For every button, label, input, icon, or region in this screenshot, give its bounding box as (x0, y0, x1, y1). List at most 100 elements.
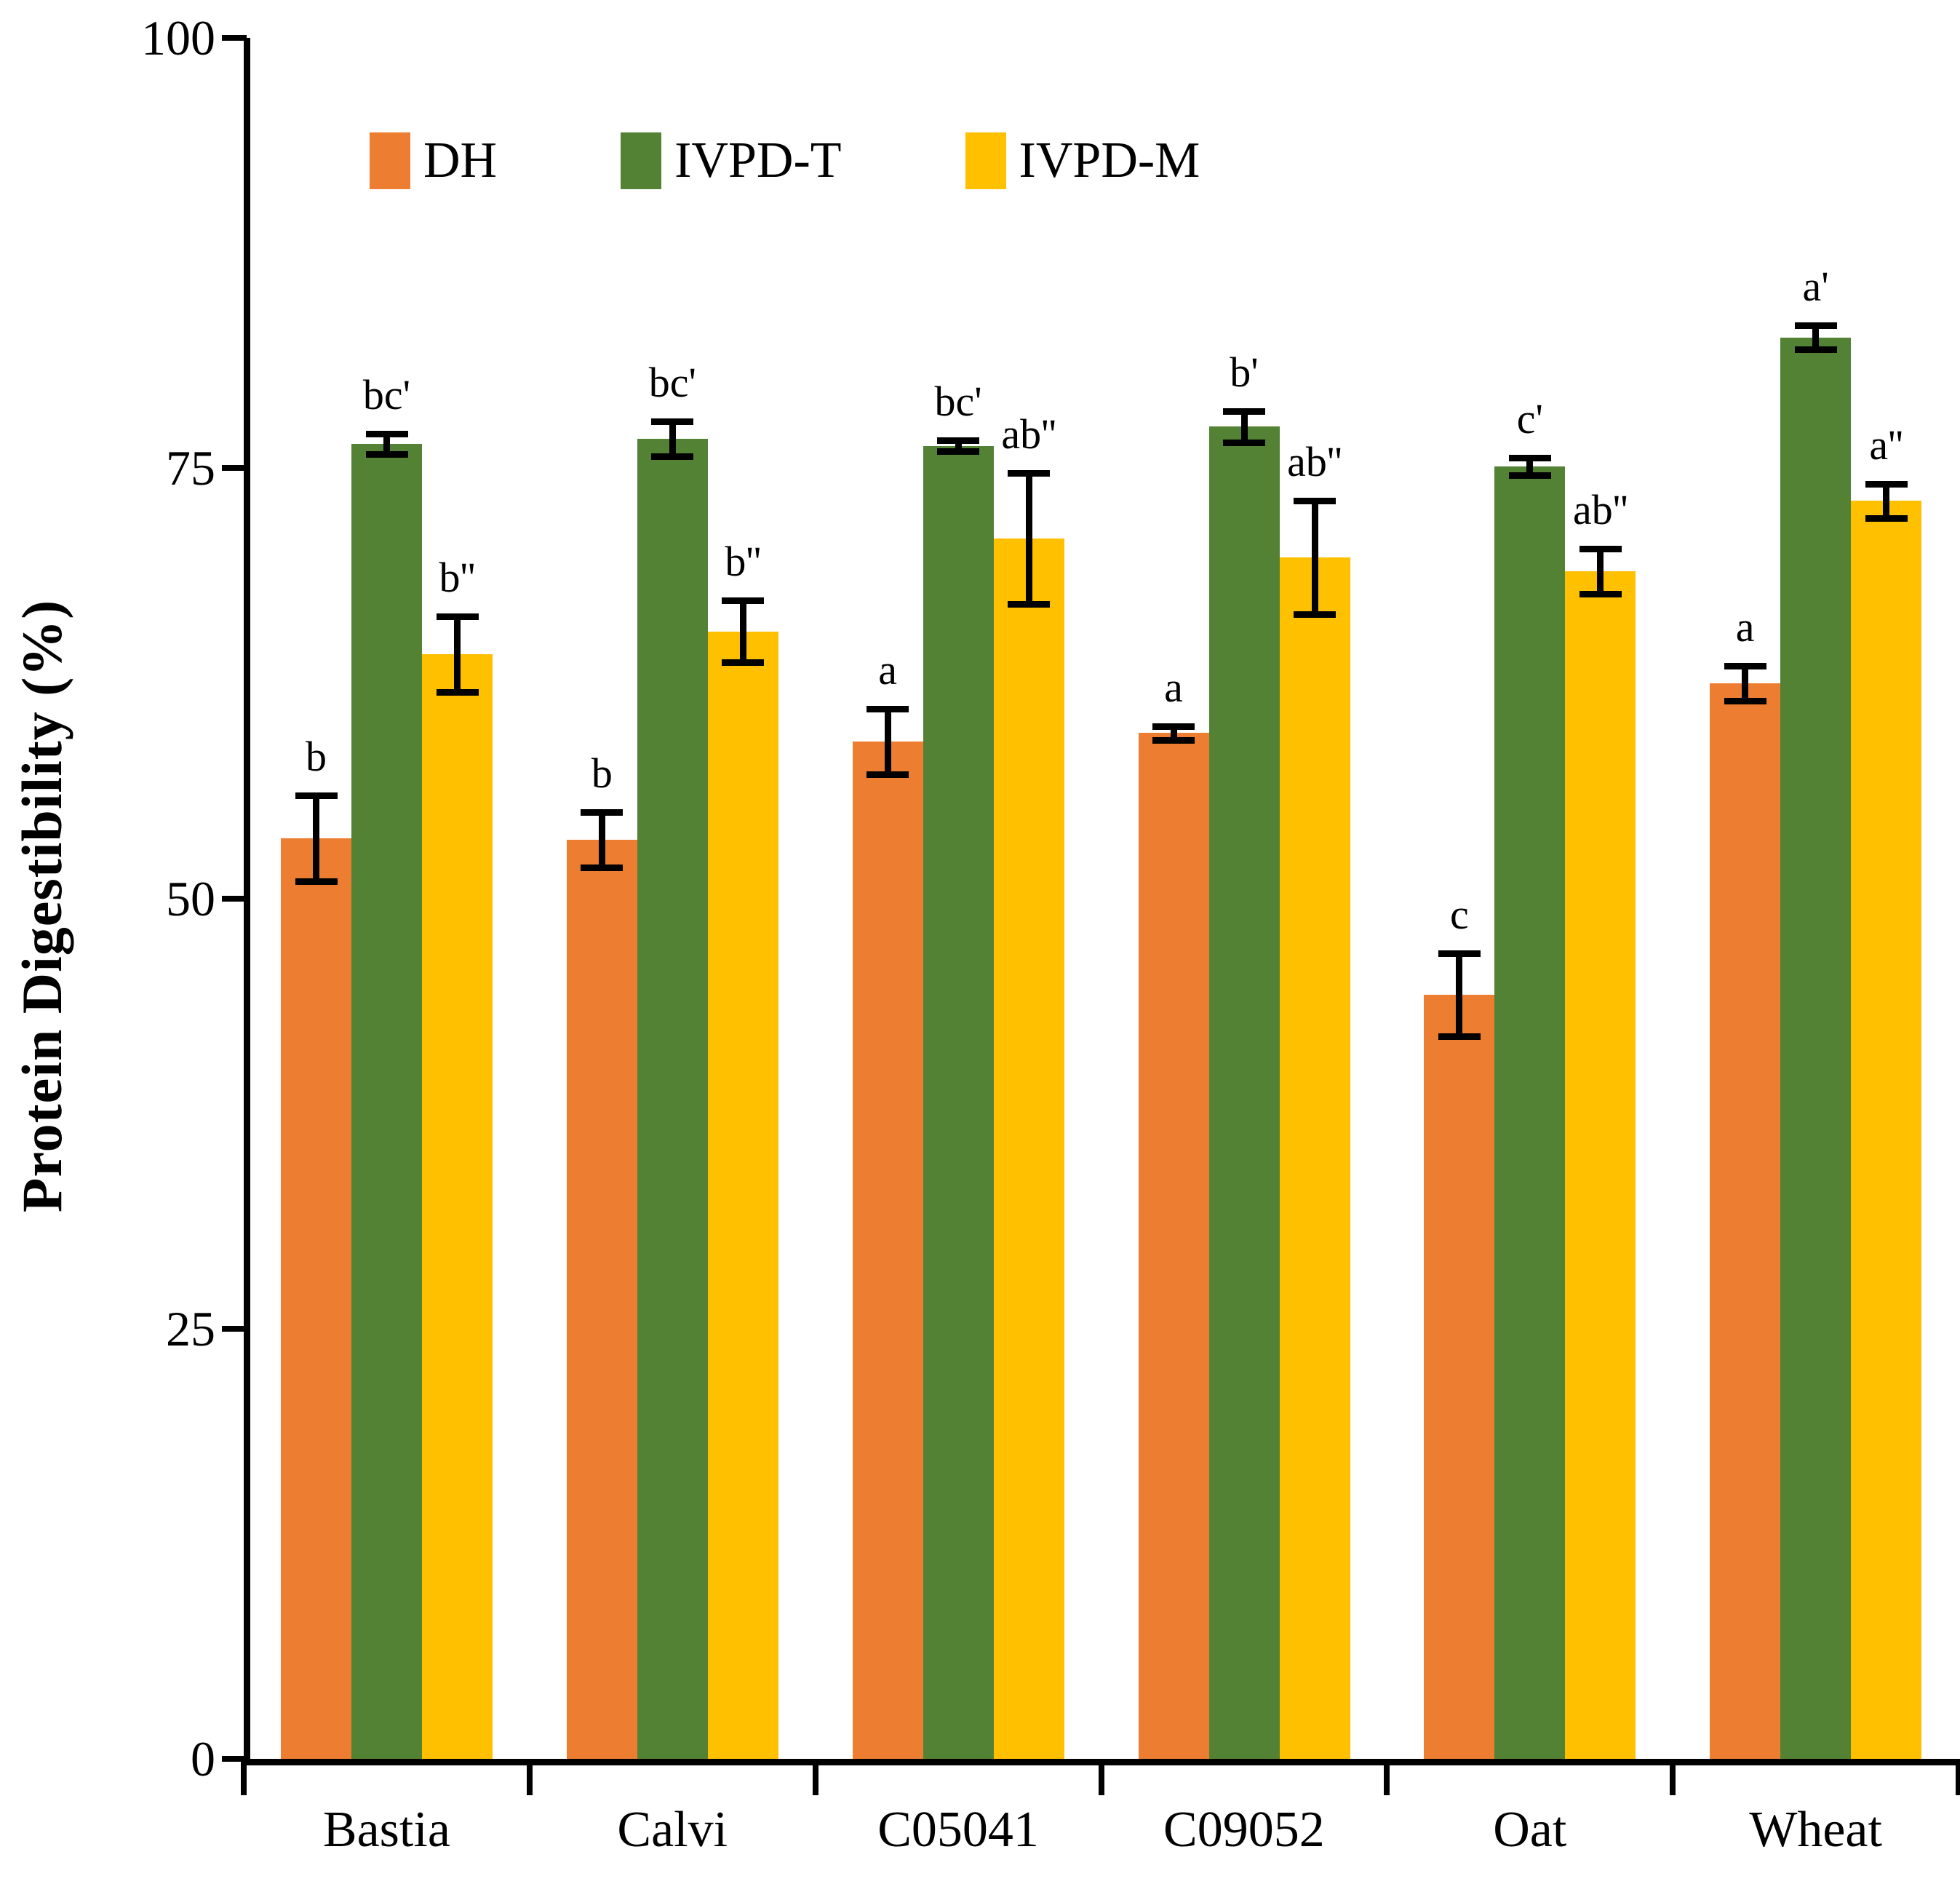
sig-label: a (1735, 603, 1755, 651)
x-category-label: C05041 (877, 1802, 1039, 1858)
sig-label: b'' (439, 553, 476, 601)
bar-IVPD-T-C09052 (1208, 426, 1280, 1759)
error-bar-cap-top (1223, 408, 1265, 416)
error-bar-line (1883, 483, 1890, 518)
sig-label: ab'' (1287, 438, 1342, 486)
error-bar-cap-bottom (1508, 472, 1551, 479)
error-bar-line (454, 616, 461, 692)
x-axis-tick (1098, 1759, 1104, 1795)
y-axis-tick-label: 75 (166, 440, 215, 496)
sig-label: c' (1516, 395, 1543, 443)
error-bar-line (955, 440, 962, 451)
error-bar-cap-bottom (365, 451, 408, 458)
error-bar-cap-bottom (722, 659, 765, 667)
bar-IVPD-T-Oat (1494, 466, 1566, 1759)
bar-IVPD-T-Calvi (637, 439, 708, 1759)
legend: DH IVPD-T IVPD-M (370, 132, 1200, 189)
error-bar-cap-top (1865, 480, 1908, 488)
error-bar-cap-bottom (1724, 697, 1766, 704)
error-bar-cap-bottom (1579, 590, 1622, 597)
sig-label: b' (1230, 349, 1259, 397)
error-bar-line (669, 421, 676, 456)
error-bar-cap-top (1794, 322, 1837, 329)
sig-label: a (1164, 664, 1183, 711)
error-bar-cap-top (1579, 546, 1622, 553)
sig-label: ab'' (1001, 410, 1056, 458)
y-axis-tick-label: 50 (166, 870, 215, 926)
sig-label: b (306, 732, 327, 780)
error-bar-cap-bottom (1294, 611, 1336, 619)
error-bar-cap-top (1508, 455, 1551, 462)
legend-swatch-IVPD-M (965, 132, 1006, 189)
error-bar-cap-top (581, 809, 624, 816)
sig-label: ab'' (1573, 486, 1628, 534)
error-bar-line (1025, 473, 1032, 605)
sig-label: b (591, 750, 613, 798)
legend-item-IVPD-T: IVPD-T (621, 132, 842, 189)
sig-label: b'' (725, 538, 762, 586)
bar-IVPD-M-Bastia (422, 653, 493, 1759)
error-bar-cap-top (867, 706, 909, 713)
sig-label: a (878, 646, 898, 694)
legend-item-DH: DH (370, 132, 497, 189)
error-bar-cap-bottom (295, 878, 338, 885)
bar-DH-Oat (1424, 994, 1495, 1759)
x-axis-tick (1956, 1759, 1960, 1795)
y-axis-tick (222, 465, 247, 472)
error-bar-line (739, 600, 746, 663)
error-bar-cap-top (651, 418, 694, 426)
bar-IVPD-M-C05041 (993, 538, 1064, 1759)
bar-DH-C09052 (1138, 733, 1209, 1759)
error-bar-cap-bottom (937, 448, 980, 455)
legend-swatch-IVPD-T (621, 132, 662, 189)
x-axis-tick (1384, 1759, 1390, 1795)
error-bar-cap-bottom (1794, 346, 1837, 354)
error-bar-cap-top (436, 613, 479, 620)
error-bar-cap-top (1724, 663, 1766, 670)
error-bar-line (1742, 666, 1749, 701)
error-bar-cap-top (1438, 950, 1481, 958)
error-bar-line (1170, 726, 1177, 740)
error-bar-line (1526, 458, 1534, 475)
sig-label: a' (1802, 262, 1829, 310)
legend-label: DH (423, 132, 498, 188)
x-category-label: Calvi (617, 1802, 728, 1858)
error-bar-cap-bottom (581, 864, 624, 871)
x-axis-tick (812, 1759, 818, 1795)
error-bar-cap-bottom (651, 453, 694, 460)
bar-DH-Wheat (1710, 683, 1781, 1759)
error-bar-line (598, 812, 605, 867)
error-bar-cap-bottom (1438, 1033, 1481, 1040)
x-category-label: Wheat (1749, 1802, 1882, 1858)
y-axis-tick (222, 1756, 247, 1762)
y-axis-line (244, 38, 250, 1765)
error-bar-line (1812, 325, 1820, 350)
legend-label: IVPD-T (674, 132, 842, 188)
bar-DH-Calvi (566, 840, 637, 1759)
x-category-label: Bastia (322, 1802, 450, 1858)
sig-label: a'' (1869, 421, 1903, 469)
bar-IVPD-M-Wheat (1851, 501, 1922, 1759)
bar-IVPD-T-C05041 (923, 445, 994, 1759)
error-bar-cap-bottom (1223, 439, 1265, 446)
y-axis-tick-label: 100 (141, 10, 215, 65)
error-bar-line (884, 709, 891, 775)
y-axis-tick (222, 35, 247, 41)
error-bar-line (313, 795, 319, 881)
x-axis-tick (1670, 1759, 1676, 1795)
legend-item-IVPD-M: IVPD-M (965, 132, 1200, 189)
error-bar-cap-top (722, 597, 765, 605)
error-bar-cap-bottom (867, 771, 909, 779)
bar-IVPD-T-Wheat (1780, 337, 1852, 1759)
bar-IVPD-T-Bastia (351, 444, 422, 1759)
bar-IVPD-M-Calvi (707, 631, 778, 1759)
error-bar-line (1240, 411, 1248, 442)
error-bar-cap-top (1294, 498, 1336, 505)
legend-swatch-DH (370, 132, 410, 189)
y-axis-tick (222, 1325, 247, 1332)
y-axis-tick-label: 0 (191, 1731, 215, 1786)
bar-DH-Bastia (281, 838, 351, 1759)
error-bar-cap-bottom (1008, 601, 1051, 608)
x-axis-tick (526, 1759, 533, 1795)
legend-label: IVPD-M (1019, 132, 1200, 188)
